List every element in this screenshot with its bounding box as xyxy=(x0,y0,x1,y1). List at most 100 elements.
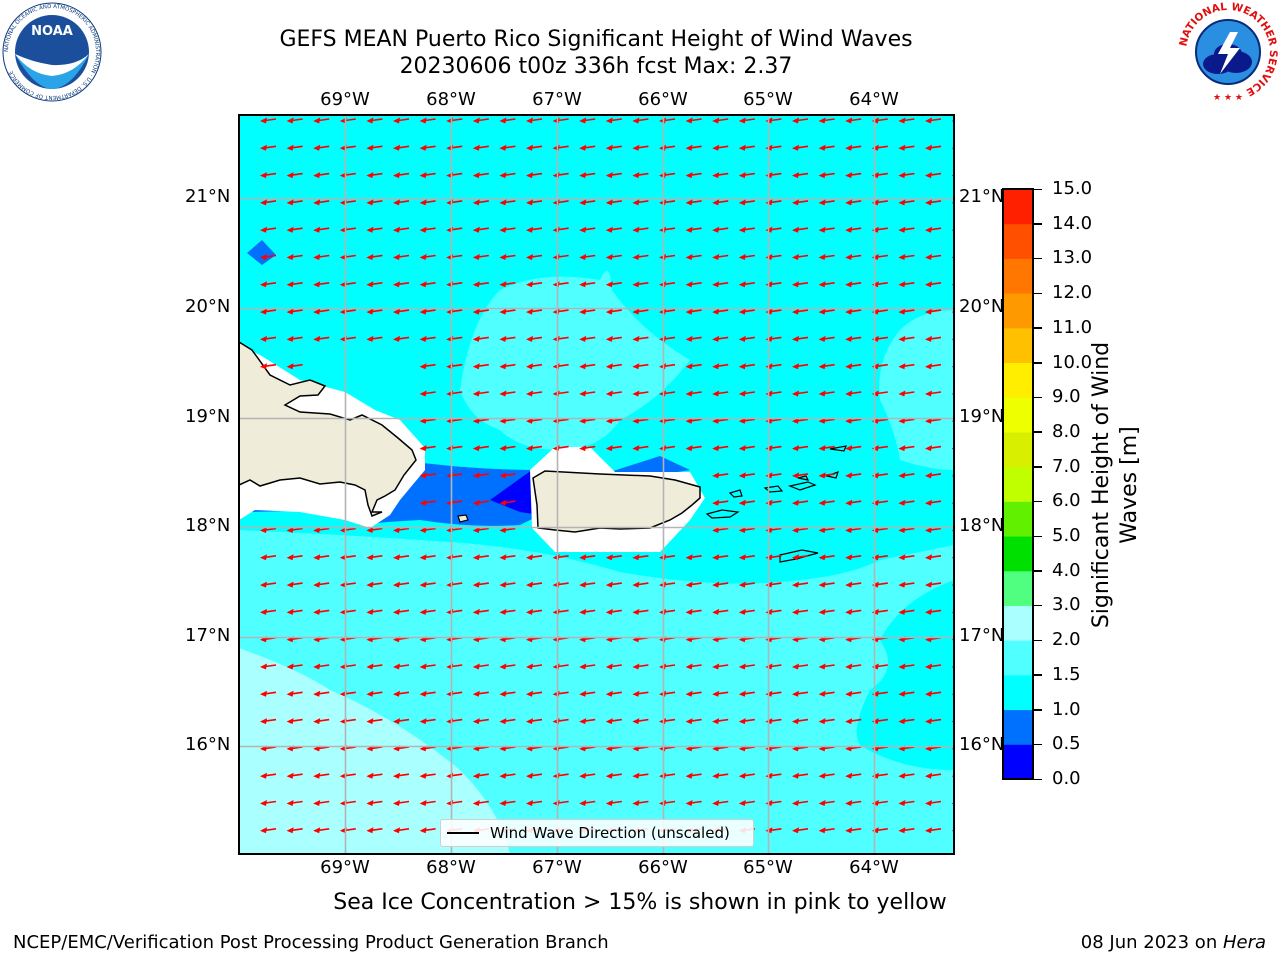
wave-arrow-head xyxy=(712,527,720,533)
land-puerto-rico xyxy=(532,470,701,533)
wave-arrow-head xyxy=(792,199,799,206)
wave-arrow-head xyxy=(526,254,533,260)
wave-arrow-head xyxy=(818,581,826,588)
wave-arrow-head xyxy=(818,254,826,260)
wave-arrow-head xyxy=(738,335,746,342)
wave-arrow-head xyxy=(845,554,853,561)
wave-arrow-head xyxy=(925,800,932,806)
colorbar-tick-label: 2.0 xyxy=(1052,629,1081,651)
wave-arrow-head xyxy=(472,608,480,615)
wave-arrow-head xyxy=(605,308,613,315)
wave-arrow-head xyxy=(818,144,826,151)
wave-arrow-head xyxy=(632,690,640,697)
wave-arrow-head xyxy=(845,281,853,288)
wave-arrow-head xyxy=(366,226,374,233)
wave-arrow-head xyxy=(472,363,480,370)
wave-arrow-head xyxy=(579,718,587,725)
wave-arrow-head xyxy=(712,363,720,370)
colorbar-band xyxy=(1003,744,1033,780)
wave-arrow-head xyxy=(685,800,693,806)
wave-arrow-head xyxy=(260,144,267,151)
wave-arrow-head xyxy=(712,554,720,561)
wave-arrow-head xyxy=(898,390,906,397)
wave-arrow-head xyxy=(366,144,374,151)
lat-label-right-19n: 19°N xyxy=(959,406,1005,427)
wave-arrow-head xyxy=(605,144,613,151)
wave-arrow-head xyxy=(393,335,400,342)
legend-line-sample xyxy=(447,832,479,834)
wave-arrow-head xyxy=(472,499,480,506)
colorbar-tick-mark xyxy=(1034,639,1042,642)
colorbar-tick-mark xyxy=(1034,535,1042,538)
colorbar-band xyxy=(1003,605,1033,641)
colorbar-tick-mark xyxy=(1034,604,1042,607)
wave-arrow-head xyxy=(925,308,932,315)
wave-arrow-head xyxy=(738,718,746,725)
wave-arrow-head xyxy=(286,554,294,561)
colorbar-label-line1: Significant Height of Wind xyxy=(1089,341,1114,629)
wave-arrow-head xyxy=(286,800,294,806)
wave-arrow-head xyxy=(925,390,932,397)
wave-arrow-head xyxy=(419,144,427,151)
wave-arrow-head xyxy=(712,254,720,260)
wave-arrow-head xyxy=(898,827,906,834)
wave-arrow-head xyxy=(313,527,321,533)
lat-label-left-19n: 19°N xyxy=(185,406,231,427)
wave-arrow-head xyxy=(632,199,640,206)
wave-arrow-head xyxy=(286,663,294,670)
wave-arrow-head xyxy=(792,499,799,506)
lon-label-bottom-68w: 68°W xyxy=(426,857,476,878)
lon-label-bottom-64w: 64°W xyxy=(849,857,899,878)
wave-arrow-head xyxy=(605,772,613,779)
wave-arrow-head xyxy=(898,363,906,370)
colorbar-tick-label: 7.0 xyxy=(1052,455,1081,477)
wave-arrow-head xyxy=(898,527,906,533)
wave-arrow-head xyxy=(419,390,427,397)
colorbar-tick-label: 15.0 xyxy=(1052,178,1093,199)
wave-arrow-head xyxy=(260,608,267,615)
wave-arrow-head xyxy=(925,663,932,670)
wave-arrow-head xyxy=(393,308,400,315)
wave-arrow-head xyxy=(818,718,826,725)
colorbar-tick-mark xyxy=(1034,257,1042,260)
wave-arrow-head xyxy=(845,581,853,588)
wave-arrow-head xyxy=(605,390,613,397)
wave-arrow-head xyxy=(712,144,720,151)
wave-arrow-head xyxy=(393,581,400,588)
colorbar-tick-mark xyxy=(1034,500,1042,503)
wave-arrow-head xyxy=(313,281,321,288)
wave-arrow-head xyxy=(818,281,826,288)
wave-arrow-head xyxy=(499,445,507,452)
wave-arrow-head xyxy=(526,335,533,342)
wave-arrow-head xyxy=(632,608,640,615)
wave-arrow-head xyxy=(685,772,693,779)
wave-arrow-head xyxy=(845,144,853,151)
wave-arrow-head xyxy=(579,144,587,151)
wave-arrow-head xyxy=(526,172,533,179)
lon-label-bottom-66w: 66°W xyxy=(638,857,688,878)
wave-arrow-head xyxy=(925,608,932,615)
wave-arrow-head xyxy=(792,254,799,260)
lat-label-right-20n: 20°N xyxy=(959,296,1005,317)
wave-arrow-head xyxy=(845,199,853,206)
wave-arrow-head xyxy=(792,172,799,179)
wave-arrow-head xyxy=(632,226,640,233)
wave-arrow-head xyxy=(712,445,720,452)
wave-arrow-head xyxy=(366,581,374,588)
colorbar-tick-label: 6.0 xyxy=(1052,490,1081,512)
wave-arrow-head xyxy=(685,281,693,288)
wave-arrow-head xyxy=(313,117,321,124)
wave-arrow-head xyxy=(818,800,826,806)
wave-arrow-head xyxy=(366,554,374,561)
colorbar-tick-mark xyxy=(1034,674,1042,676)
wave-arrow-head xyxy=(472,172,480,179)
wave-arrow-head xyxy=(712,800,720,806)
wave-arrow-head xyxy=(792,690,799,697)
wave-arrow-head xyxy=(260,281,267,288)
wave-arrow-head xyxy=(925,499,932,506)
wave-arrow-head xyxy=(925,718,932,725)
wave-arrow-head xyxy=(685,335,693,342)
colorbar-band xyxy=(1003,397,1033,433)
map-gridlines xyxy=(239,115,954,854)
wave-arrow-head xyxy=(286,772,294,779)
